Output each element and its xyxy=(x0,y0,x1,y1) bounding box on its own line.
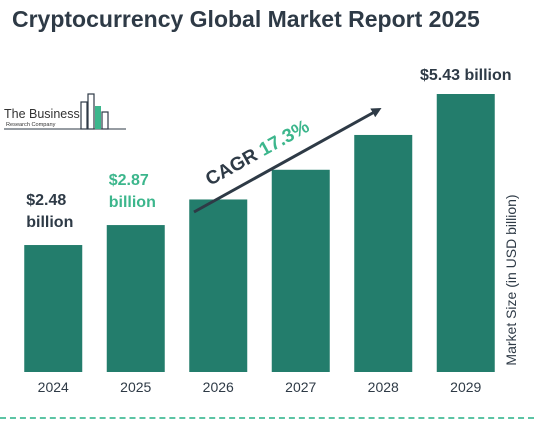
data-label-unit: billion xyxy=(109,194,156,211)
bar-2024 xyxy=(24,245,83,372)
chart-title: Cryptocurrency Global Market Report 2025 xyxy=(12,6,480,32)
cagr-arrow xyxy=(193,108,382,214)
bar-2026 xyxy=(189,199,248,372)
y-axis-label: Market Size (in USD billion) xyxy=(503,194,519,365)
x-tick-label: 2027 xyxy=(285,379,316,395)
bar-2029 xyxy=(436,94,495,372)
x-tick-label: 2028 xyxy=(368,379,399,395)
data-label-value: $2.87 xyxy=(109,172,149,189)
bars-layer xyxy=(24,94,495,372)
data-label-value: $5.43 billion xyxy=(420,67,512,84)
bar-2025 xyxy=(106,225,165,372)
x-tick-label: 2024 xyxy=(38,379,69,395)
cagr-prefix: CAGR xyxy=(202,145,261,191)
logo-bar-2 xyxy=(87,93,95,130)
data-label-value: $2.48 xyxy=(26,192,66,209)
x-tick-label: 2029 xyxy=(450,379,481,395)
bar-2027 xyxy=(271,169,330,372)
logo-text-line2: Research Company xyxy=(6,122,56,128)
cagr-value: 17.3% xyxy=(256,116,313,161)
logo-bar-4 xyxy=(101,111,109,130)
company-logo: The Business Research Company xyxy=(4,93,126,130)
logo-text-line1: The Business xyxy=(4,107,80,121)
logo-bar-3 xyxy=(95,106,101,129)
logo-bar-1 xyxy=(80,101,88,130)
bar-2028 xyxy=(354,134,413,372)
data-labels: $2.48 billion $2.87 billion $5.43 billion xyxy=(26,67,511,231)
x-tick-label: 2026 xyxy=(203,379,234,395)
data-label-unit: billion xyxy=(26,214,73,231)
x-tick-label: 2025 xyxy=(120,379,151,395)
bottom-divider xyxy=(0,417,534,419)
x-axis-ticks: 2024 2025 2026 2027 2028 2029 xyxy=(38,379,482,395)
